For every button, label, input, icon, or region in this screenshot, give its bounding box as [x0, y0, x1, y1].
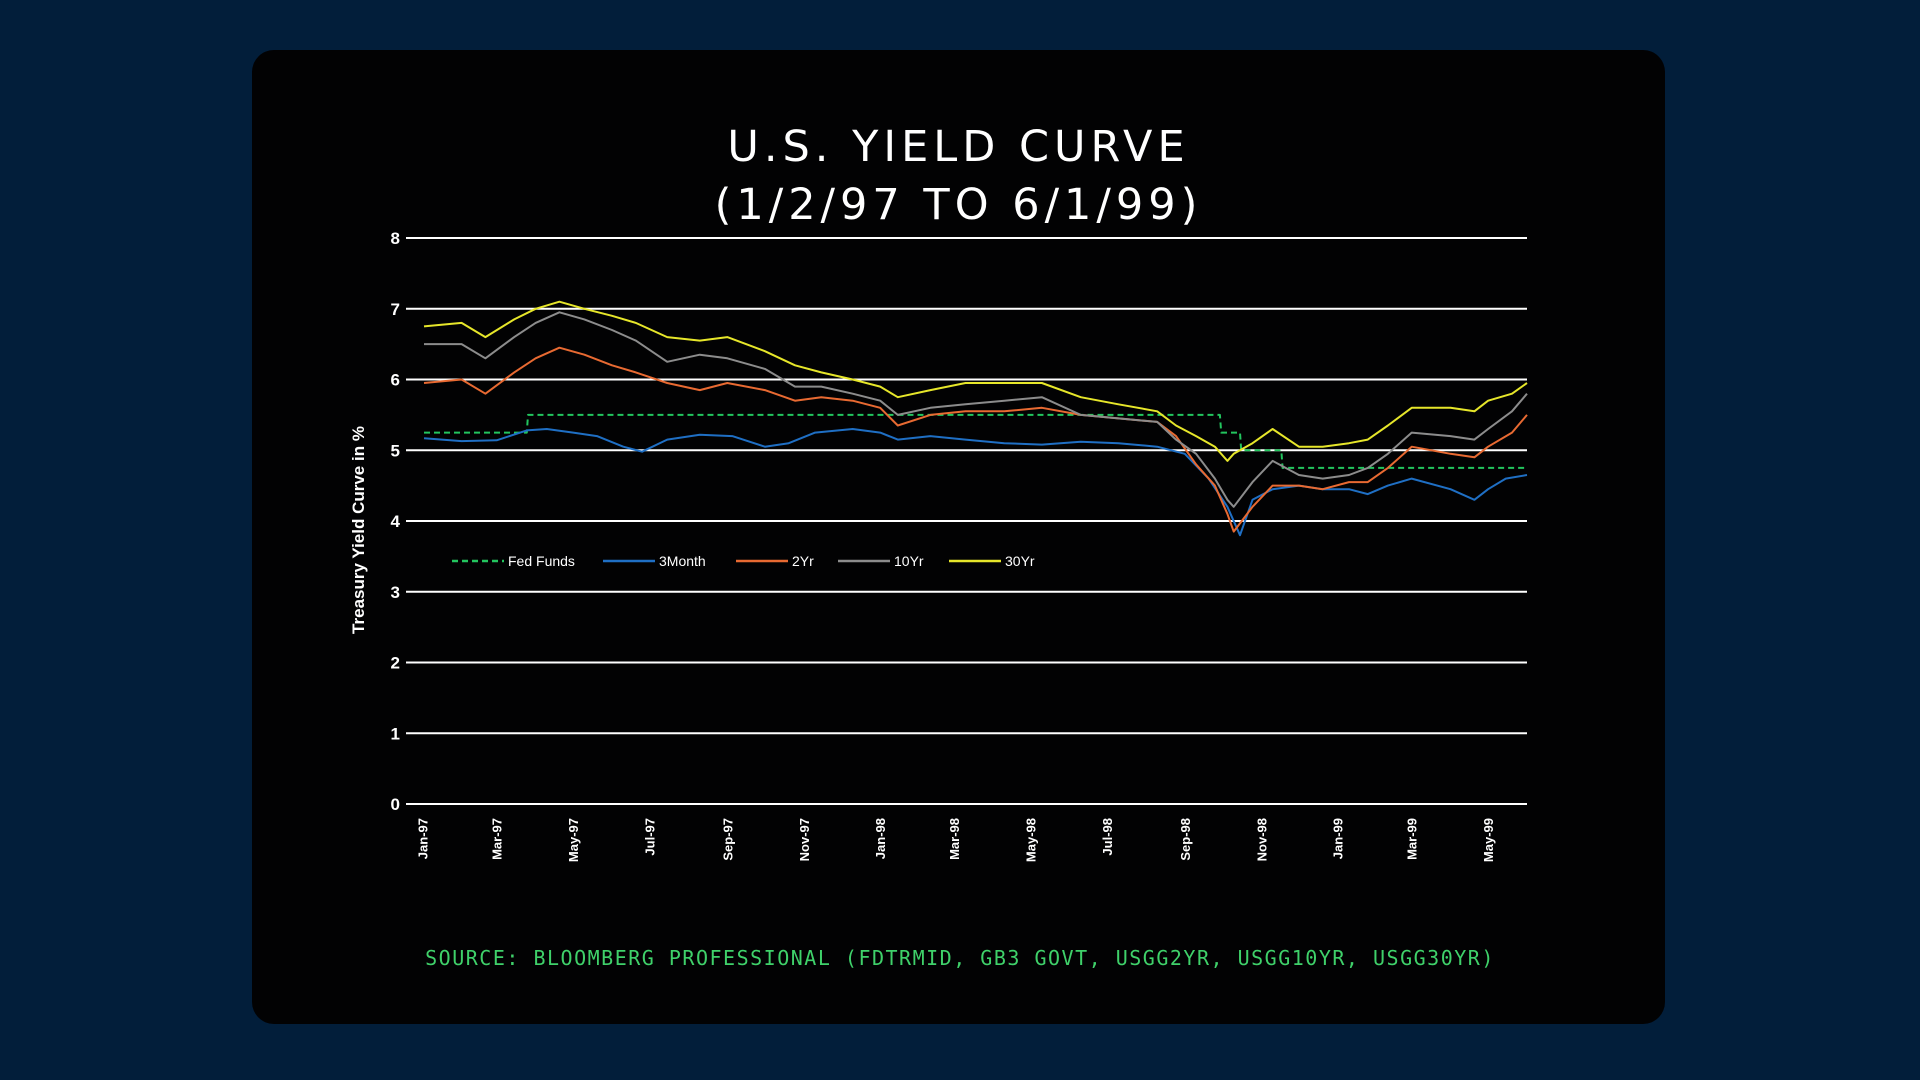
- x-tick-label: May-97: [566, 818, 581, 862]
- x-tick-label: Mar-97: [490, 818, 505, 860]
- chart-title-line-2: (1/2/97 TO 6/1/99): [714, 180, 1203, 230]
- chart-title-line-1: U.S. YIELD CURVE: [727, 122, 1190, 172]
- x-tick-label: Jan-99: [1331, 818, 1346, 859]
- series-line-30yr: [423, 300, 1528, 462]
- x-tick-label: Jul-97: [643, 818, 658, 856]
- legend-label: 10Yr: [894, 553, 924, 569]
- legend-label: Fed Funds: [508, 553, 575, 569]
- series-line-10yr: [424, 311, 1528, 508]
- y-tick-label: 6: [391, 371, 400, 390]
- y-tick-label: 3: [391, 583, 400, 602]
- x-tick-label: Sep-97: [720, 818, 735, 861]
- source-note: SOURCE: BLOOMBERG PROFESSIONAL (FDTRMID,…: [425, 946, 1495, 970]
- y-tick-label: 5: [391, 441, 400, 460]
- legend-label: 2Yr: [792, 553, 814, 569]
- x-tick-label: Mar-98: [947, 818, 962, 860]
- series-line-3month: [423, 428, 1528, 537]
- x-axis-ticks: Jan-97 Mar-97 May-97 Jul-97 Sep-97 Nov-97 Jan-…: [416, 818, 1496, 862]
- y-tick-label: 4: [391, 512, 401, 531]
- x-tick-label: Sep-98: [1178, 818, 1193, 861]
- series-lines: [423, 300, 1528, 537]
- x-tick-label: Jan-97: [416, 818, 431, 859]
- y-tick-label: 2: [391, 654, 400, 673]
- y-tick-label: 7: [391, 300, 400, 319]
- x-tick-label: May-99: [1481, 818, 1496, 862]
- x-tick-label: Jan-98: [873, 818, 888, 859]
- x-tick-label: Jul-98: [1100, 818, 1115, 856]
- gridlines: [406, 237, 1527, 805]
- y-axis-ticks: 0 1 2 3 4 5 6 7 8: [391, 229, 401, 814]
- chart-title: U.S. YIELD CURVE (1/2/97 TO 6/1/99): [252, 118, 1665, 234]
- x-tick-label: May-98: [1024, 818, 1039, 862]
- series-line-2yr: [423, 346, 1528, 533]
- y-tick-label: 0: [391, 795, 400, 814]
- chart-card: U.S. YIELD CURVE (1/2/97 TO 6/1/99): [252, 50, 1665, 1024]
- x-tick-label: Nov-98: [1254, 818, 1269, 861]
- legend-label: 3Month: [659, 553, 706, 569]
- x-tick-label: Nov-97: [797, 818, 812, 861]
- legend-label: 30Yr: [1005, 553, 1035, 569]
- x-tick-label: Mar-99: [1405, 818, 1420, 860]
- y-tick-label: 8: [391, 229, 400, 248]
- legend: Fed Funds 3Month 2Yr 10Yr 30Yr: [452, 553, 1035, 569]
- y-tick-label: 1: [391, 724, 400, 743]
- series-line-fed-funds: [424, 413, 1527, 469]
- y-axis-label: Treasury Yield Curve in %: [349, 426, 368, 634]
